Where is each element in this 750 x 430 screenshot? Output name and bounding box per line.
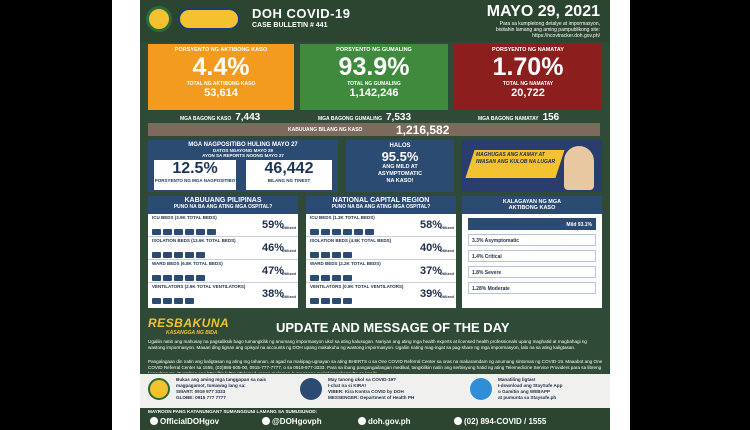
bulletin-number: CASE BULLETIN # 441 bbox=[252, 22, 328, 29]
ncr-ventilator-row: VENTILATORS (0.9K TOTAL VENTILATORS) 39%… bbox=[306, 283, 456, 306]
ventilator-icon bbox=[310, 291, 390, 304]
bida-logo bbox=[178, 8, 240, 30]
status-critical: 1.4% Critical bbox=[468, 250, 596, 262]
page-title: DOH COVID-19 bbox=[252, 6, 351, 21]
hotline-number[interactable]: (02) 894-COVID / 1555 bbox=[454, 417, 546, 426]
ventilator-icon bbox=[152, 291, 232, 304]
update-paragraph-1: Ugaliin natin ang mahusay na pagsaliksik… bbox=[148, 339, 587, 350]
facebook-link[interactable]: OfficialDOHgov bbox=[150, 417, 219, 426]
status-severe: 1.8% Severe bbox=[468, 266, 596, 278]
bed-icon bbox=[310, 268, 390, 281]
ph-isolation-row: ISOLATION BEDS (13.6K TOTAL BEDS) 46% Ut… bbox=[148, 237, 298, 260]
ncr-ward-row: WARD BEDS (2.2K TOTAL BEDS) 37% Utilized bbox=[306, 260, 456, 283]
hotline-column: Bukas ang aming mga tanggapan sa nais ma… bbox=[176, 377, 267, 400]
header-note: Para sa kumpletong detalye at impormasyo… bbox=[430, 21, 600, 39]
staysafe-icon bbox=[470, 378, 492, 400]
new-deaths: MGA BAGONG NAMATAY 156 bbox=[478, 112, 560, 123]
facebook-icon bbox=[150, 417, 158, 425]
ph-ventilator-row: VENTILATORS (2.9K TOTAL VENTILATORS) 38%… bbox=[148, 283, 298, 306]
globe-icon bbox=[358, 417, 366, 425]
tested-box: 46,442 BILANG NG TINEST bbox=[246, 160, 332, 190]
staysafe-column: Manatiling ligtas! I-download ang StaySa… bbox=[498, 377, 563, 400]
mild-asymptomatic-panel: HALOS 95.5% ANG MILD AT ASYMPTOMATIC NA … bbox=[346, 140, 454, 192]
bed-icon bbox=[152, 268, 232, 281]
social-bar: MAYROON PANG KATANUNGAN? SUMANGGUNI LAMA… bbox=[140, 408, 610, 430]
left-letterbox bbox=[0, 0, 112, 430]
kira-column: May tanong ukol sa COVID-19? I-chat na s… bbox=[328, 377, 415, 400]
right-letterbox bbox=[630, 0, 750, 430]
contact-footer: Bukas ang aming mga tanggapan sa nais ma… bbox=[140, 374, 610, 408]
status-mild: Mild 93.1% bbox=[468, 218, 596, 230]
bulletin-sheet: DOH COVID-19 CASE BULLETIN # 441 MAYO 29… bbox=[140, 0, 610, 430]
active-cases-card: PORSYENTO NG AKTIBONG KASO 4.4% TOTAL NG… bbox=[148, 44, 294, 110]
bulletin-date: MAYO 29, 2021 bbox=[486, 3, 600, 20]
twitter-icon bbox=[262, 417, 270, 425]
status-moderate: 1.28% Moderate bbox=[468, 282, 596, 294]
ncr-hospital-panel: NATIONAL CAPITAL REGION PUNO NA BA ANG A… bbox=[306, 196, 456, 308]
tracker-link[interactable]: https://ncovtracker.doh.gov.ph/ bbox=[532, 33, 600, 39]
positivity-panel: MGA NAGPOSITIBO HULING MAYO 27 DATOS NGA… bbox=[148, 140, 338, 192]
philippines-hospital-panel: KABUUANG PILIPINAS PUNO NA BA ANG ATING … bbox=[148, 196, 298, 308]
health-worker-illustration bbox=[564, 146, 594, 190]
positivity-rate-box: 12.5% PORSYENTO NG MGA NAGPOSITIBO bbox=[154, 160, 236, 190]
bed-icon bbox=[152, 245, 232, 258]
doh-seal-icon bbox=[148, 378, 170, 400]
status-asymptomatic: 3.3% Asymptomatic bbox=[468, 234, 596, 246]
update-heading: UPDATE AND MESSAGE OF THE DAY bbox=[276, 320, 510, 335]
bed-icon bbox=[152, 222, 232, 235]
active-percent: 4.4% bbox=[192, 53, 250, 81]
recovered-card: PORSYENTO NG GUMALING 93.9% TOTAL NG GUM… bbox=[300, 44, 448, 110]
deaths-card: PORSYENTO NG NAMATAY 1.70% TOTAL NG NAMA… bbox=[454, 44, 602, 110]
active-count: 53,614 bbox=[204, 87, 238, 99]
deaths-count: 20,722 bbox=[511, 87, 545, 99]
update-section: RESBAKUNA KASANGGA NG BIDA UPDATE AND ME… bbox=[140, 312, 610, 374]
total-cases-bar: KABUUANG BILANG NG KASO 1,216,582 bbox=[148, 123, 600, 137]
ph-ward-row: WARD BEDS (6.8K TOTAL BEDS) 47% Utilized bbox=[148, 260, 298, 283]
ncr-icu-row: ICU BEDS (1.3K TOTAL BEDS) 58% Utilized bbox=[306, 214, 456, 237]
phone-icon bbox=[454, 417, 462, 425]
total-cases-value: 1,216,582 bbox=[396, 123, 450, 137]
new-recovered: MGA BAGONG GUMALING 7,533 bbox=[318, 112, 412, 123]
deaths-percent: 1.70% bbox=[492, 53, 564, 81]
active-case-status-panel: KALAGAYAN NG MGA AKTIBONG KASO Mild 93.1… bbox=[462, 196, 602, 308]
recovered-percent: 93.9% bbox=[338, 53, 410, 81]
twitter-link[interactable]: @DOHgovph bbox=[262, 417, 322, 426]
update-paragraph-2: Pangalagaan din natin ang kaligtasan ng … bbox=[148, 359, 603, 373]
ncr-isolation-row: ISOLATION BEDS (4.8K TOTAL BEDS) 40% Uti… bbox=[306, 237, 456, 260]
recovered-count: 1,142,246 bbox=[349, 87, 399, 99]
health-reminder-graphic: MAGHUGAS ANG KAMAY AT IWASAN ANG KULOB N… bbox=[462, 140, 602, 192]
bed-icon bbox=[310, 245, 390, 258]
resbakuna-logo: RESBAKUNA KASANGGA NG BIDA bbox=[148, 316, 230, 336]
bulletin-header: DOH COVID-19 CASE BULLETIN # 441 MAYO 29… bbox=[140, 0, 610, 42]
ph-icu-row: ICU BEDS (3.9K TOTAL BEDS) 59% Utilized bbox=[148, 214, 298, 237]
doh-seal-logo bbox=[146, 6, 172, 32]
bed-icon bbox=[310, 222, 390, 235]
kira-chatbot-icon bbox=[300, 378, 322, 400]
new-cases: MGA BAGONG KASO 7,443 bbox=[180, 112, 261, 123]
website-link[interactable]: doh.gov.ph bbox=[358, 417, 411, 426]
